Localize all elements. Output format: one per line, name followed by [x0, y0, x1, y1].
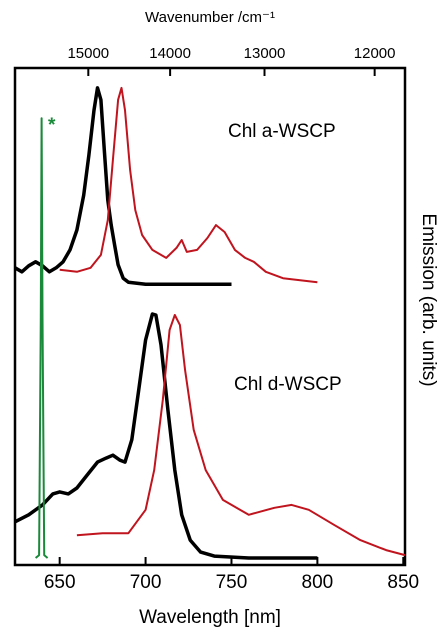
annotation: *: [48, 115, 56, 136]
line-series: [14, 312, 318, 560]
x-tick-label: 750: [216, 572, 248, 593]
y-axis-label: Emission (arb. units): [418, 213, 439, 386]
x-tick-label: 650: [44, 572, 76, 593]
annotation: Chl a-WSCP: [228, 121, 336, 142]
x-tick-label: 700: [130, 572, 162, 593]
x2-tick-label: 15000: [67, 45, 109, 62]
x-tick-label: 850: [387, 572, 419, 593]
line-series: [34, 117, 49, 559]
x2-tick-label: 12000: [354, 45, 396, 62]
annotation: Chl d-WSCP: [234, 374, 342, 395]
line-series: [59, 86, 318, 284]
x2-tick-label: 14000: [149, 45, 191, 62]
x2-tick-label: 13000: [244, 45, 286, 62]
plot-frame: [13, 66, 407, 567]
x2-axis-label: Wavenumber /cm⁻¹: [145, 9, 275, 26]
line-series: [76, 314, 406, 557]
x-axis-label: Wavelength [nm]: [139, 607, 281, 628]
x-tick-label: 800: [302, 572, 334, 593]
